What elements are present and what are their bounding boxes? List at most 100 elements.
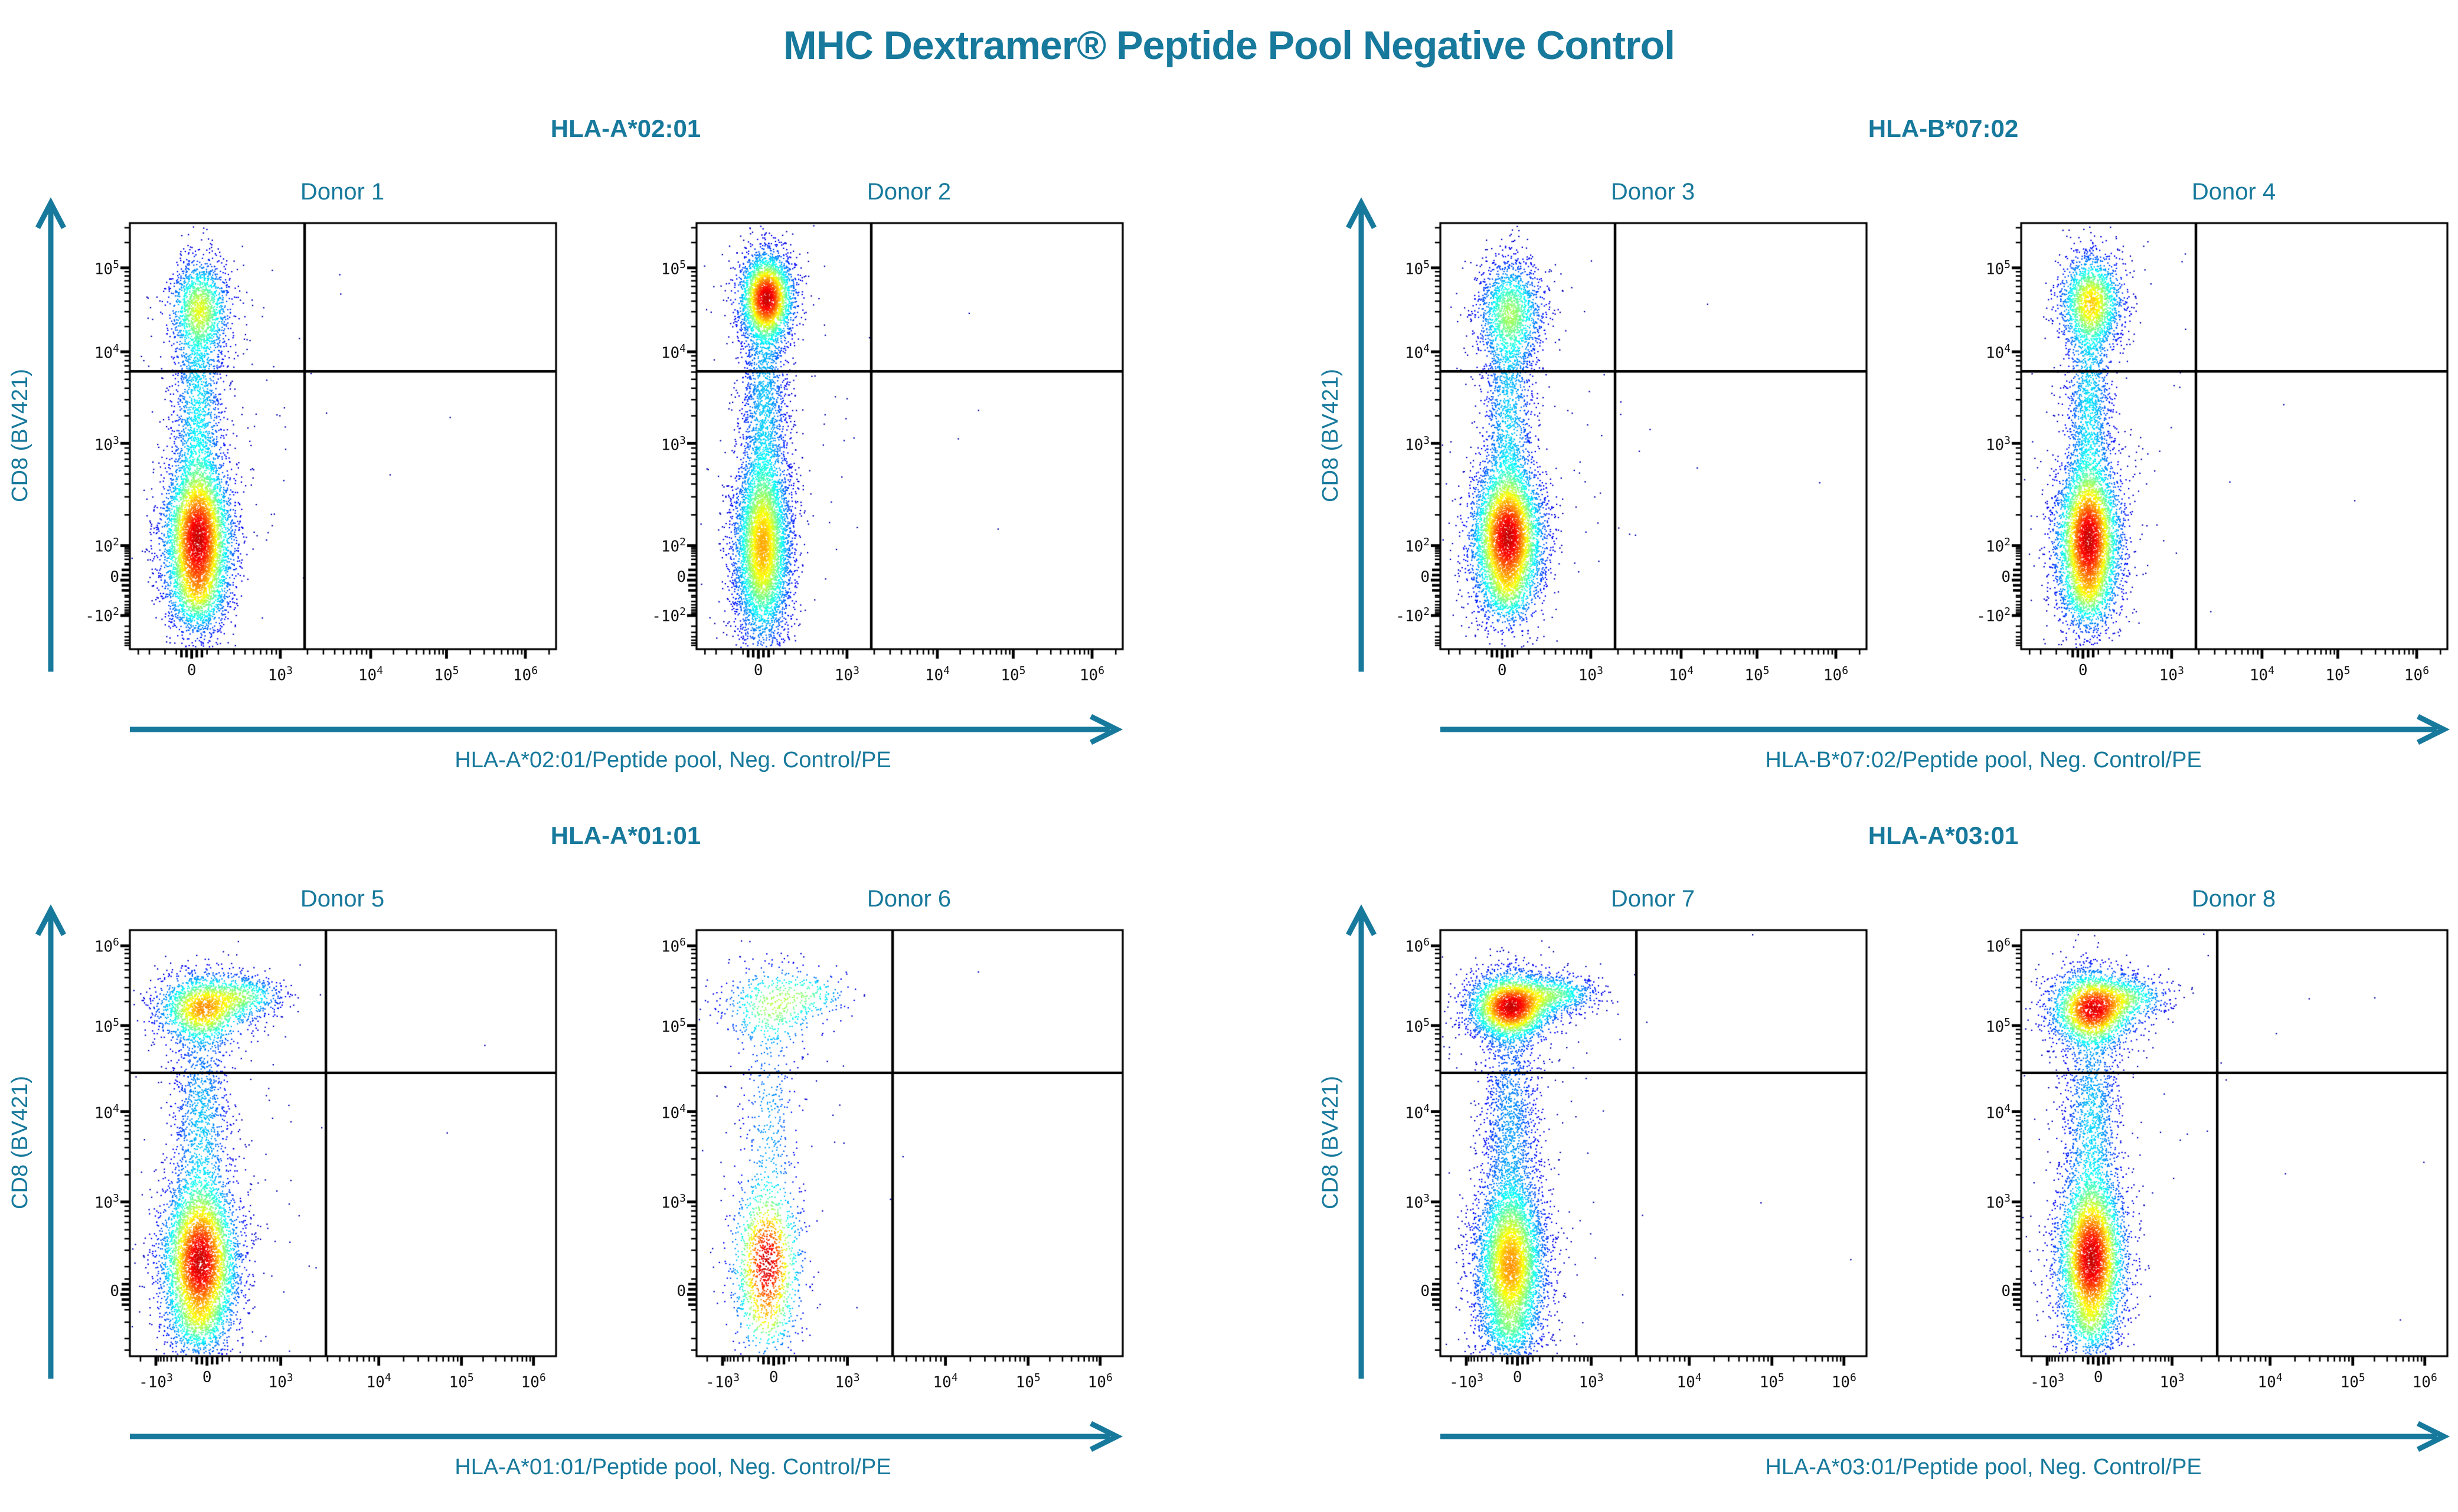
density-scatter-canvas — [1968, 921, 2458, 1418]
x-tick-label: 105 — [434, 666, 459, 685]
x-tick-label: 106 — [521, 1373, 546, 1392]
x-tick-label: 104 — [358, 666, 383, 685]
y-tick-label: 0 — [2001, 1282, 2011, 1301]
y-tick-label: 105 — [1985, 259, 2011, 279]
x-tick-label: 103 — [2159, 666, 2184, 685]
x-tick-label: 105 — [1015, 1373, 1041, 1392]
y-tick-label: 104 — [1404, 1103, 1430, 1123]
x-tick-label: 0 — [1497, 662, 1507, 680]
x-axis-arrow — [1440, 714, 2450, 745]
density-scatter-canvas — [1968, 214, 2458, 711]
y-tick-label: 105 — [1404, 1017, 1430, 1037]
flow-plot-donor-6: 0 103 104 105 106 -103 0 103 104 105 106 — [643, 921, 1137, 1418]
y-tick-label: 104 — [661, 1103, 686, 1123]
y-tick-label: 103 — [94, 435, 119, 454]
y-tick-label: 104 — [1985, 343, 2011, 363]
x-tick-label: 105 — [1001, 666, 1026, 685]
flow-plot-donor-8: 0 103 104 105 106 -103 0 103 104 105 106 — [1968, 921, 2458, 1418]
x-tick-label: 104 — [1676, 1373, 1702, 1392]
x-tick-label: 103 — [834, 666, 859, 685]
y-tick-label: -102 — [1395, 607, 1430, 627]
y-tick-label: 104 — [94, 343, 119, 363]
y-tick-label: 103 — [1985, 435, 2011, 454]
x-tick-label: 105 — [1744, 666, 1770, 685]
y-axis-arrow — [1346, 904, 1377, 1379]
y-tick-label: 104 — [94, 1103, 119, 1123]
y-tick-label: 0 — [110, 568, 119, 587]
x-tick-label: 103 — [1578, 1373, 1604, 1392]
x-tick-label: 0 — [2093, 1369, 2103, 1387]
y-tick-label: 0 — [676, 1282, 686, 1301]
x-tick-label: 105 — [1759, 1373, 1784, 1392]
x-tick-label: 106 — [1079, 666, 1105, 685]
y-tick-label: -102 — [652, 607, 686, 627]
group-title-hla-a0201: HLA-A*02:01 — [550, 116, 701, 143]
donor-label-3: Donor 3 — [1610, 179, 1695, 205]
x-tick-label: 103 — [2159, 1373, 2185, 1392]
x-tick-label: 103 — [267, 666, 293, 685]
x-tick-label: 0 — [2078, 662, 2088, 680]
y-tick-label: 103 — [661, 435, 686, 454]
donor-label-7: Donor 7 — [1610, 886, 1695, 912]
y-tick-label: 103 — [661, 1193, 686, 1213]
x-tick-label: 106 — [1831, 1373, 1856, 1392]
y-tick-label: -102 — [1976, 607, 2011, 627]
flow-plot-donor-1: -102 0 102 103 104 105 0 103 104 105 106 — [77, 214, 570, 711]
x-tick-label: 0 — [187, 662, 197, 680]
donor-label-4: Donor 4 — [2191, 179, 2276, 205]
x-tick-label: -103 — [1449, 1373, 1483, 1392]
x-tick-label: 103 — [268, 1373, 293, 1392]
flow-plot-donor-3: -102 0 102 103 104 105 0 103 104 105 106 — [1387, 214, 1881, 711]
x-tick-label: 105 — [2325, 666, 2351, 685]
x-tick-label: 106 — [1823, 666, 1849, 685]
y-axis-arrow — [35, 197, 66, 672]
density-scatter-canvas — [1387, 921, 1881, 1418]
x-tick-label: 104 — [366, 1373, 391, 1392]
x-tick-label: 103 — [1578, 666, 1603, 685]
flow-plot-donor-4: -102 0 102 103 104 105 0 103 104 105 106 — [1968, 214, 2458, 711]
y-axis-arrow — [1346, 197, 1377, 672]
y-tick-label: 102 — [661, 537, 686, 557]
y-axis-label: CD8 (BV421) — [8, 369, 33, 502]
flow-plot-donor-7: 0 103 104 105 106 -103 0 103 104 105 106 — [1387, 921, 1881, 1418]
y-tick-label: 104 — [1985, 1103, 2011, 1123]
group-title-hla-a0101: HLA-A*01:01 — [550, 823, 701, 850]
x-axis-arrow — [1440, 1421, 2450, 1452]
y-tick-label: 105 — [1404, 259, 1430, 279]
y-tick-label: 0 — [2001, 568, 2011, 587]
y-tick-label: 105 — [661, 1017, 686, 1037]
x-tick-label: 104 — [1668, 666, 1694, 685]
x-tick-label: 103 — [835, 1373, 860, 1392]
donor-label-8: Donor 8 — [2191, 886, 2276, 912]
y-tick-label: 105 — [94, 1017, 119, 1037]
y-axis-label: CD8 (BV421) — [1319, 369, 1344, 502]
y-axis-label: CD8 (BV421) — [8, 1076, 33, 1209]
donor-label-1: Donor 1 — [300, 179, 385, 205]
x-tick-label: 105 — [2340, 1373, 2365, 1392]
y-tick-label: 102 — [1404, 537, 1430, 557]
x-axis-label: HLA-A*01:01/Peptide pool, Neg. Control/P… — [455, 1455, 891, 1480]
y-tick-label: 0 — [676, 568, 686, 587]
y-tick-label: 106 — [1404, 937, 1430, 957]
x-axis-label: HLA-A*03:01/Peptide pool, Neg. Control/P… — [1765, 1455, 2202, 1480]
donor-label-5: Donor 5 — [300, 886, 385, 912]
density-scatter-canvas — [1387, 214, 1881, 711]
group-title-hla-a0301: HLA-A*03:01 — [1868, 823, 2019, 850]
x-tick-label: 0 — [202, 1369, 212, 1387]
x-tick-label: 104 — [2257, 1373, 2283, 1392]
y-tick-label: 103 — [1985, 1193, 2011, 1213]
y-tick-label: 106 — [661, 937, 686, 957]
y-axis-label: CD8 (BV421) — [1319, 1076, 1344, 1209]
y-axis-arrow — [35, 904, 66, 1379]
y-tick-label: 105 — [1985, 1017, 2011, 1037]
x-tick-label: 106 — [2404, 666, 2430, 685]
y-tick-label: 0 — [1420, 568, 1430, 587]
y-tick-label: 0 — [1420, 1282, 1430, 1301]
x-axis-label: HLA-B*07:02/Peptide pool, Neg. Control/P… — [1765, 748, 2202, 773]
flow-plot-donor-5: 0 103 104 105 106 -103 0 103 104 105 106 — [77, 921, 570, 1418]
density-scatter-canvas — [643, 214, 1137, 711]
group-title-hla-b0702: HLA-B*07:02 — [1868, 116, 2019, 143]
flow-plot-donor-2: -102 0 102 103 104 105 0 103 104 105 106 — [643, 214, 1137, 711]
figure-title: MHC Dextramer® Peptide Pool Negative Con… — [783, 24, 1675, 68]
